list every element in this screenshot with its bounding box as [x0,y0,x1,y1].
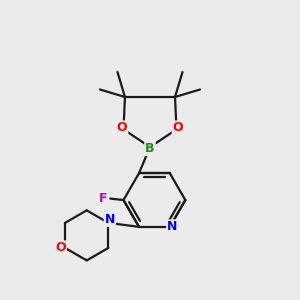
Text: N: N [105,213,115,226]
Text: N: N [167,220,177,233]
Text: F: F [99,192,107,205]
Text: B: B [145,142,155,155]
Text: O: O [117,122,127,134]
Text: O: O [55,242,66,254]
Text: O: O [173,122,183,134]
